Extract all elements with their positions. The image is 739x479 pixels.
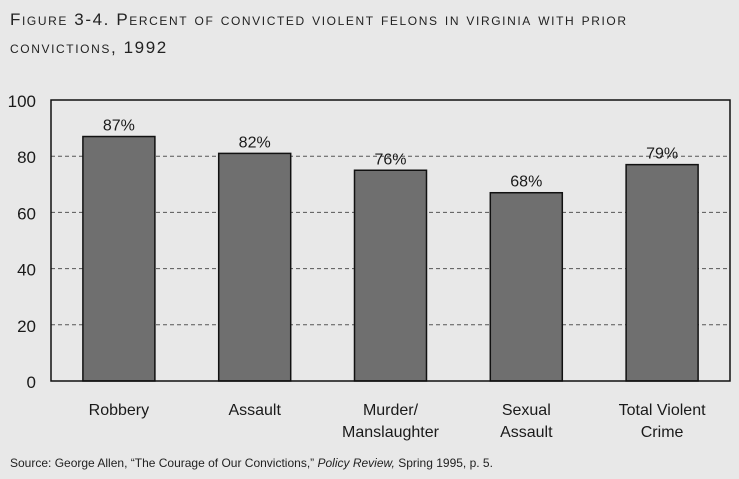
- bar: [489, 191, 564, 382]
- bar: [217, 152, 292, 382]
- x-category-label: Murder/Manslaughter: [342, 402, 440, 441]
- y-tick-label: 100: [8, 92, 36, 111]
- source-journal: Policy Review,: [317, 456, 395, 470]
- y-tick-label: 80: [17, 148, 36, 167]
- source-prefix: Source: George Allen, “The Courage of Ou…: [10, 456, 318, 470]
- x-category-label: Assault: [228, 402, 281, 419]
- y-tick-label: 20: [17, 317, 36, 336]
- chart-title-line-2: convictions, 1992: [10, 38, 168, 57]
- bar: [82, 135, 156, 382]
- x-category-label: Sexual Assault: [500, 402, 553, 441]
- bar-data-label: 87%: [103, 118, 135, 135]
- chart-title: Figure 3-4. Percent of convicted violent…: [10, 6, 730, 62]
- chart-title-line-1: Figure 3-4. Percent of convicted violent…: [10, 10, 628, 29]
- bar-data-label: 79%: [646, 146, 678, 163]
- x-category-label: Robbery: [89, 402, 149, 419]
- source-note: Source: George Allen, “The Courage of Ou…: [10, 456, 493, 470]
- x-category-label: Total Violent Crime: [619, 402, 706, 441]
- bar-data-label: 82%: [239, 134, 271, 151]
- bar-data-label: 68%: [510, 174, 542, 191]
- y-tick-label: 40: [17, 261, 36, 280]
- bar: [353, 169, 428, 382]
- y-tick-label: 0: [27, 373, 36, 392]
- bar: [625, 163, 699, 382]
- bar-data-label: 76%: [374, 151, 406, 168]
- y-tick-label: 60: [17, 204, 36, 223]
- plot-frame: [50, 99, 731, 382]
- source-suffix: Spring 1995, p. 5.: [394, 456, 493, 470]
